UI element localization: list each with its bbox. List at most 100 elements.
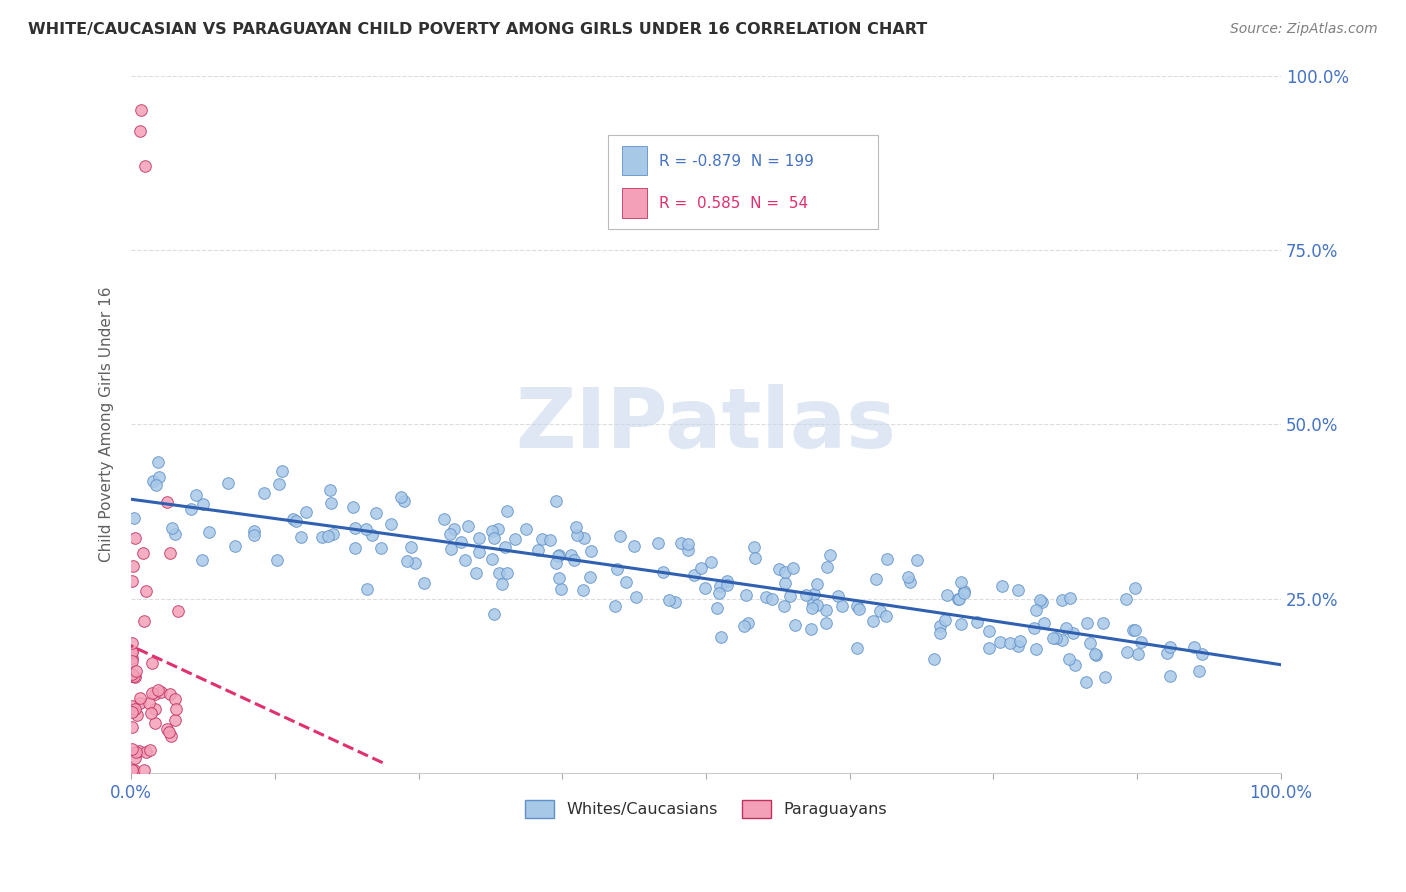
- Point: [433, 512, 456, 526]
- Point: [484, 532, 506, 546]
- Point: [652, 565, 675, 579]
- Point: [579, 570, 602, 584]
- Point: [1050, 592, 1073, 607]
- Point: [122, 510, 145, 524]
- Point: [966, 615, 988, 629]
- Point: [150, 685, 173, 699]
- Point: [669, 536, 692, 550]
- Point: [311, 530, 333, 544]
- Point: [900, 575, 922, 590]
- Point: [135, 745, 157, 759]
- Point: [285, 514, 308, 528]
- Point: [132, 546, 155, 560]
- Point: [1126, 647, 1149, 661]
- Point: [548, 571, 571, 585]
- FancyBboxPatch shape: [609, 135, 879, 229]
- Point: [389, 491, 412, 505]
- Point: [1130, 635, 1153, 649]
- Point: [700, 555, 723, 569]
- Point: [197, 524, 219, 539]
- Point: [785, 618, 807, 632]
- Point: [159, 688, 181, 702]
- Point: [121, 574, 143, 588]
- Point: [496, 504, 519, 518]
- Point: [1076, 616, 1098, 631]
- Point: [134, 159, 156, 173]
- Point: [142, 474, 165, 488]
- Point: [124, 750, 146, 764]
- Point: [124, 670, 146, 684]
- Point: [121, 720, 143, 734]
- Point: [846, 599, 869, 613]
- Point: [768, 562, 790, 576]
- Point: [145, 702, 167, 716]
- Point: [1092, 616, 1115, 631]
- Point: [1029, 593, 1052, 607]
- Point: [134, 763, 156, 777]
- Point: [322, 526, 344, 541]
- Point: [744, 550, 766, 565]
- Point: [443, 522, 465, 536]
- Point: [806, 599, 828, 613]
- Point: [146, 682, 169, 697]
- Point: [1094, 669, 1116, 683]
- Point: [128, 697, 150, 711]
- Y-axis label: Child Poverty Among Girls Under 16: Child Poverty Among Girls Under 16: [100, 286, 114, 562]
- Point: [121, 699, 143, 714]
- Point: [1025, 603, 1047, 617]
- Point: [1084, 647, 1107, 661]
- Point: [544, 556, 567, 570]
- Point: [143, 687, 166, 701]
- Point: [865, 572, 887, 586]
- Point: [953, 586, 976, 600]
- Point: [354, 522, 377, 536]
- Point: [180, 502, 202, 516]
- Point: [1182, 640, 1205, 654]
- Point: [572, 531, 595, 545]
- Point: [801, 601, 824, 615]
- Point: [875, 609, 897, 624]
- Legend: Whites/Caucasians, Paraguayans: Whites/Caucasians, Paraguayans: [519, 793, 893, 824]
- Point: [191, 552, 214, 566]
- Point: [815, 603, 838, 617]
- Point: [491, 577, 513, 591]
- Point: [370, 541, 392, 555]
- Point: [361, 527, 384, 541]
- Point: [1116, 644, 1139, 658]
- Text: ZIPatlas: ZIPatlas: [516, 384, 897, 465]
- Point: [1022, 621, 1045, 635]
- Point: [122, 669, 145, 683]
- Point: [457, 519, 479, 533]
- Point: [1122, 623, 1144, 637]
- Point: [156, 722, 179, 736]
- Point: [1033, 616, 1056, 631]
- Point: [775, 566, 797, 580]
- Point: [869, 604, 891, 618]
- Point: [394, 493, 416, 508]
- Point: [977, 624, 1000, 638]
- Point: [167, 604, 190, 618]
- Point: [538, 533, 561, 548]
- Point: [141, 706, 163, 720]
- Point: [515, 522, 537, 536]
- Point: [401, 540, 423, 554]
- Text: R =  0.585  N =  54: R = 0.585 N = 54: [659, 196, 808, 211]
- Point: [439, 526, 461, 541]
- Point: [122, 763, 145, 777]
- Point: [127, 707, 149, 722]
- Point: [862, 614, 884, 628]
- Point: [664, 595, 686, 609]
- Point: [1045, 631, 1067, 645]
- Point: [1078, 636, 1101, 650]
- Point: [121, 669, 143, 683]
- Point: [779, 589, 801, 603]
- Point: [467, 531, 489, 545]
- Point: [163, 692, 186, 706]
- Point: [934, 613, 956, 627]
- Point: [845, 641, 868, 656]
- Point: [121, 667, 143, 681]
- Point: [134, 614, 156, 628]
- Point: [494, 540, 516, 554]
- FancyBboxPatch shape: [621, 146, 647, 176]
- Point: [1115, 591, 1137, 606]
